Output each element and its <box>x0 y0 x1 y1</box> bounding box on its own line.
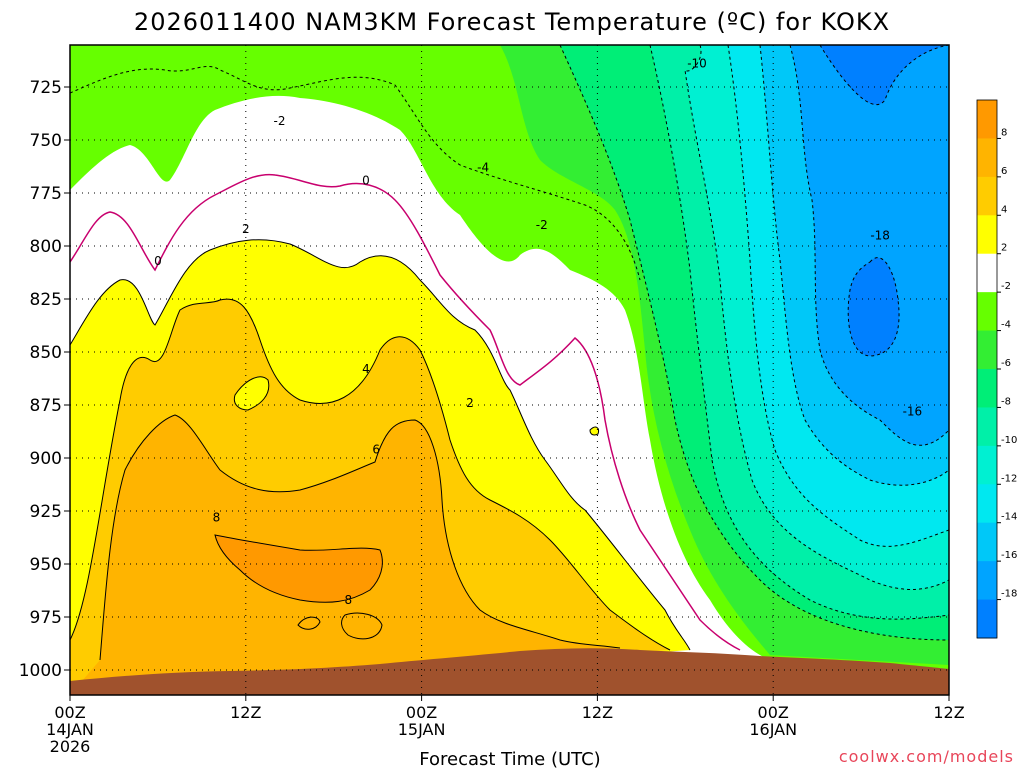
y-tick-label: 900 <box>30 449 62 469</box>
colorbar-swatch <box>977 292 997 332</box>
colorbar-swatch <box>977 330 997 370</box>
x-axis-label: Forecast Time (UTC) <box>419 749 600 768</box>
colorbar-swatch <box>977 445 997 485</box>
colorbar-swatch <box>977 599 997 639</box>
contour-label: 0 <box>154 254 162 268</box>
x-tick-label: 14JAN <box>46 720 94 739</box>
y-tick-label: 875 <box>30 396 62 416</box>
contour-label: -18 <box>870 228 890 242</box>
contour-label: -4 <box>477 161 489 175</box>
colorbar-tick-label: 6 <box>1001 166 1007 177</box>
contour-label: 8 <box>213 510 221 524</box>
band-gt-p8 <box>215 535 383 603</box>
contour-label: 2 <box>242 222 250 236</box>
y-tick-label: 825 <box>30 290 62 310</box>
contour-labels: -10 -2 0 -4 2 -2 0 -18 4 2 -16 6 8 8 <box>154 57 922 607</box>
contour-label: -2 <box>274 114 286 128</box>
colorbar-swatch <box>977 561 997 601</box>
y-axis-ticks: 725 750 775 800 825 850 875 900 925 950 975 1000 <box>19 78 70 681</box>
colorbar-swatch <box>977 100 997 139</box>
ground-terrain <box>70 648 949 695</box>
x-tick-label: 2026 <box>50 737 91 756</box>
negative-contours <box>70 45 949 641</box>
plot-frame <box>69 44 950 696</box>
colorbar-swatch <box>977 138 997 178</box>
colorbar-swatch <box>977 369 997 408</box>
x-tick-label: 00Z <box>54 703 85 722</box>
y-tick-label: 725 <box>30 78 62 98</box>
colorbar-tick-label: 2 <box>1001 243 1007 254</box>
x-tick-label: 15JAN <box>398 720 446 739</box>
colorbar-tick-label: -2 <box>1001 281 1011 292</box>
y-tick-label: 800 <box>30 237 62 257</box>
y-tick-label: 975 <box>30 608 62 628</box>
contour-label: -2 <box>536 218 548 232</box>
colorbar-tick-label: -18 <box>1001 589 1017 600</box>
colorbar-tick-label: 8 <box>1001 127 1007 138</box>
colorbar-tick-label: -8 <box>1001 396 1011 407</box>
colorbar-tick-label: -14 <box>1001 512 1017 523</box>
y-tick-label: 950 <box>30 555 62 575</box>
credit-text[interactable]: coolwx.com/models <box>839 747 1014 766</box>
colorbar-swatch <box>977 484 997 524</box>
colorbar-tick-label: -12 <box>1001 473 1017 484</box>
contour-label: 2 <box>466 396 474 410</box>
colorbar-swatch <box>977 176 997 216</box>
grid-lines <box>70 45 949 695</box>
x-tick-label: 00Z <box>758 703 789 722</box>
colorbar-tick-label: -6 <box>1001 358 1011 369</box>
y-tick-label: 775 <box>30 184 62 204</box>
colorbar-tick-label: -10 <box>1001 435 1017 446</box>
colorbar-swatch <box>977 215 997 255</box>
contour-label: -10 <box>687 57 707 71</box>
contour-label: 8 <box>345 593 353 607</box>
x-tick-label: 16JAN <box>749 720 797 739</box>
x-tick-label: 12Z <box>230 703 261 722</box>
colorbar-tick-label: -4 <box>1001 320 1011 331</box>
contour-label: 0 <box>362 173 370 187</box>
y-tick-label: 750 <box>30 131 62 151</box>
freezing-line <box>70 173 741 651</box>
temperature-field <box>70 45 949 695</box>
colorbar-tick-label: -16 <box>1001 550 1017 561</box>
colorbar: 8 6 4 2 -2 -4 -6 -8 -10 -12 -14 -16 -18 <box>976 99 1017 639</box>
contour-label: 6 <box>372 443 380 457</box>
x-tick-label: 00Z <box>406 703 437 722</box>
colorbar-swatch <box>977 407 997 447</box>
x-tick-label: 12Z <box>582 703 613 722</box>
colorbar-swatch <box>977 522 997 562</box>
contour-label: -16 <box>903 404 923 418</box>
y-tick-label: 1000 <box>19 661 62 681</box>
band-m18-m16-cell <box>848 257 900 356</box>
colorbar-tick-label: 4 <box>1001 204 1007 215</box>
contour-label: 4 <box>362 362 370 376</box>
chart-title: 2026011400 NAM3KM Forecast Temperature (… <box>134 8 890 36</box>
positive-contours <box>70 239 691 661</box>
colorbar-swatch <box>977 253 997 293</box>
x-tick-label: 12Z <box>933 703 964 722</box>
y-tick-label: 925 <box>30 502 62 522</box>
y-tick-label: 850 <box>30 343 62 363</box>
